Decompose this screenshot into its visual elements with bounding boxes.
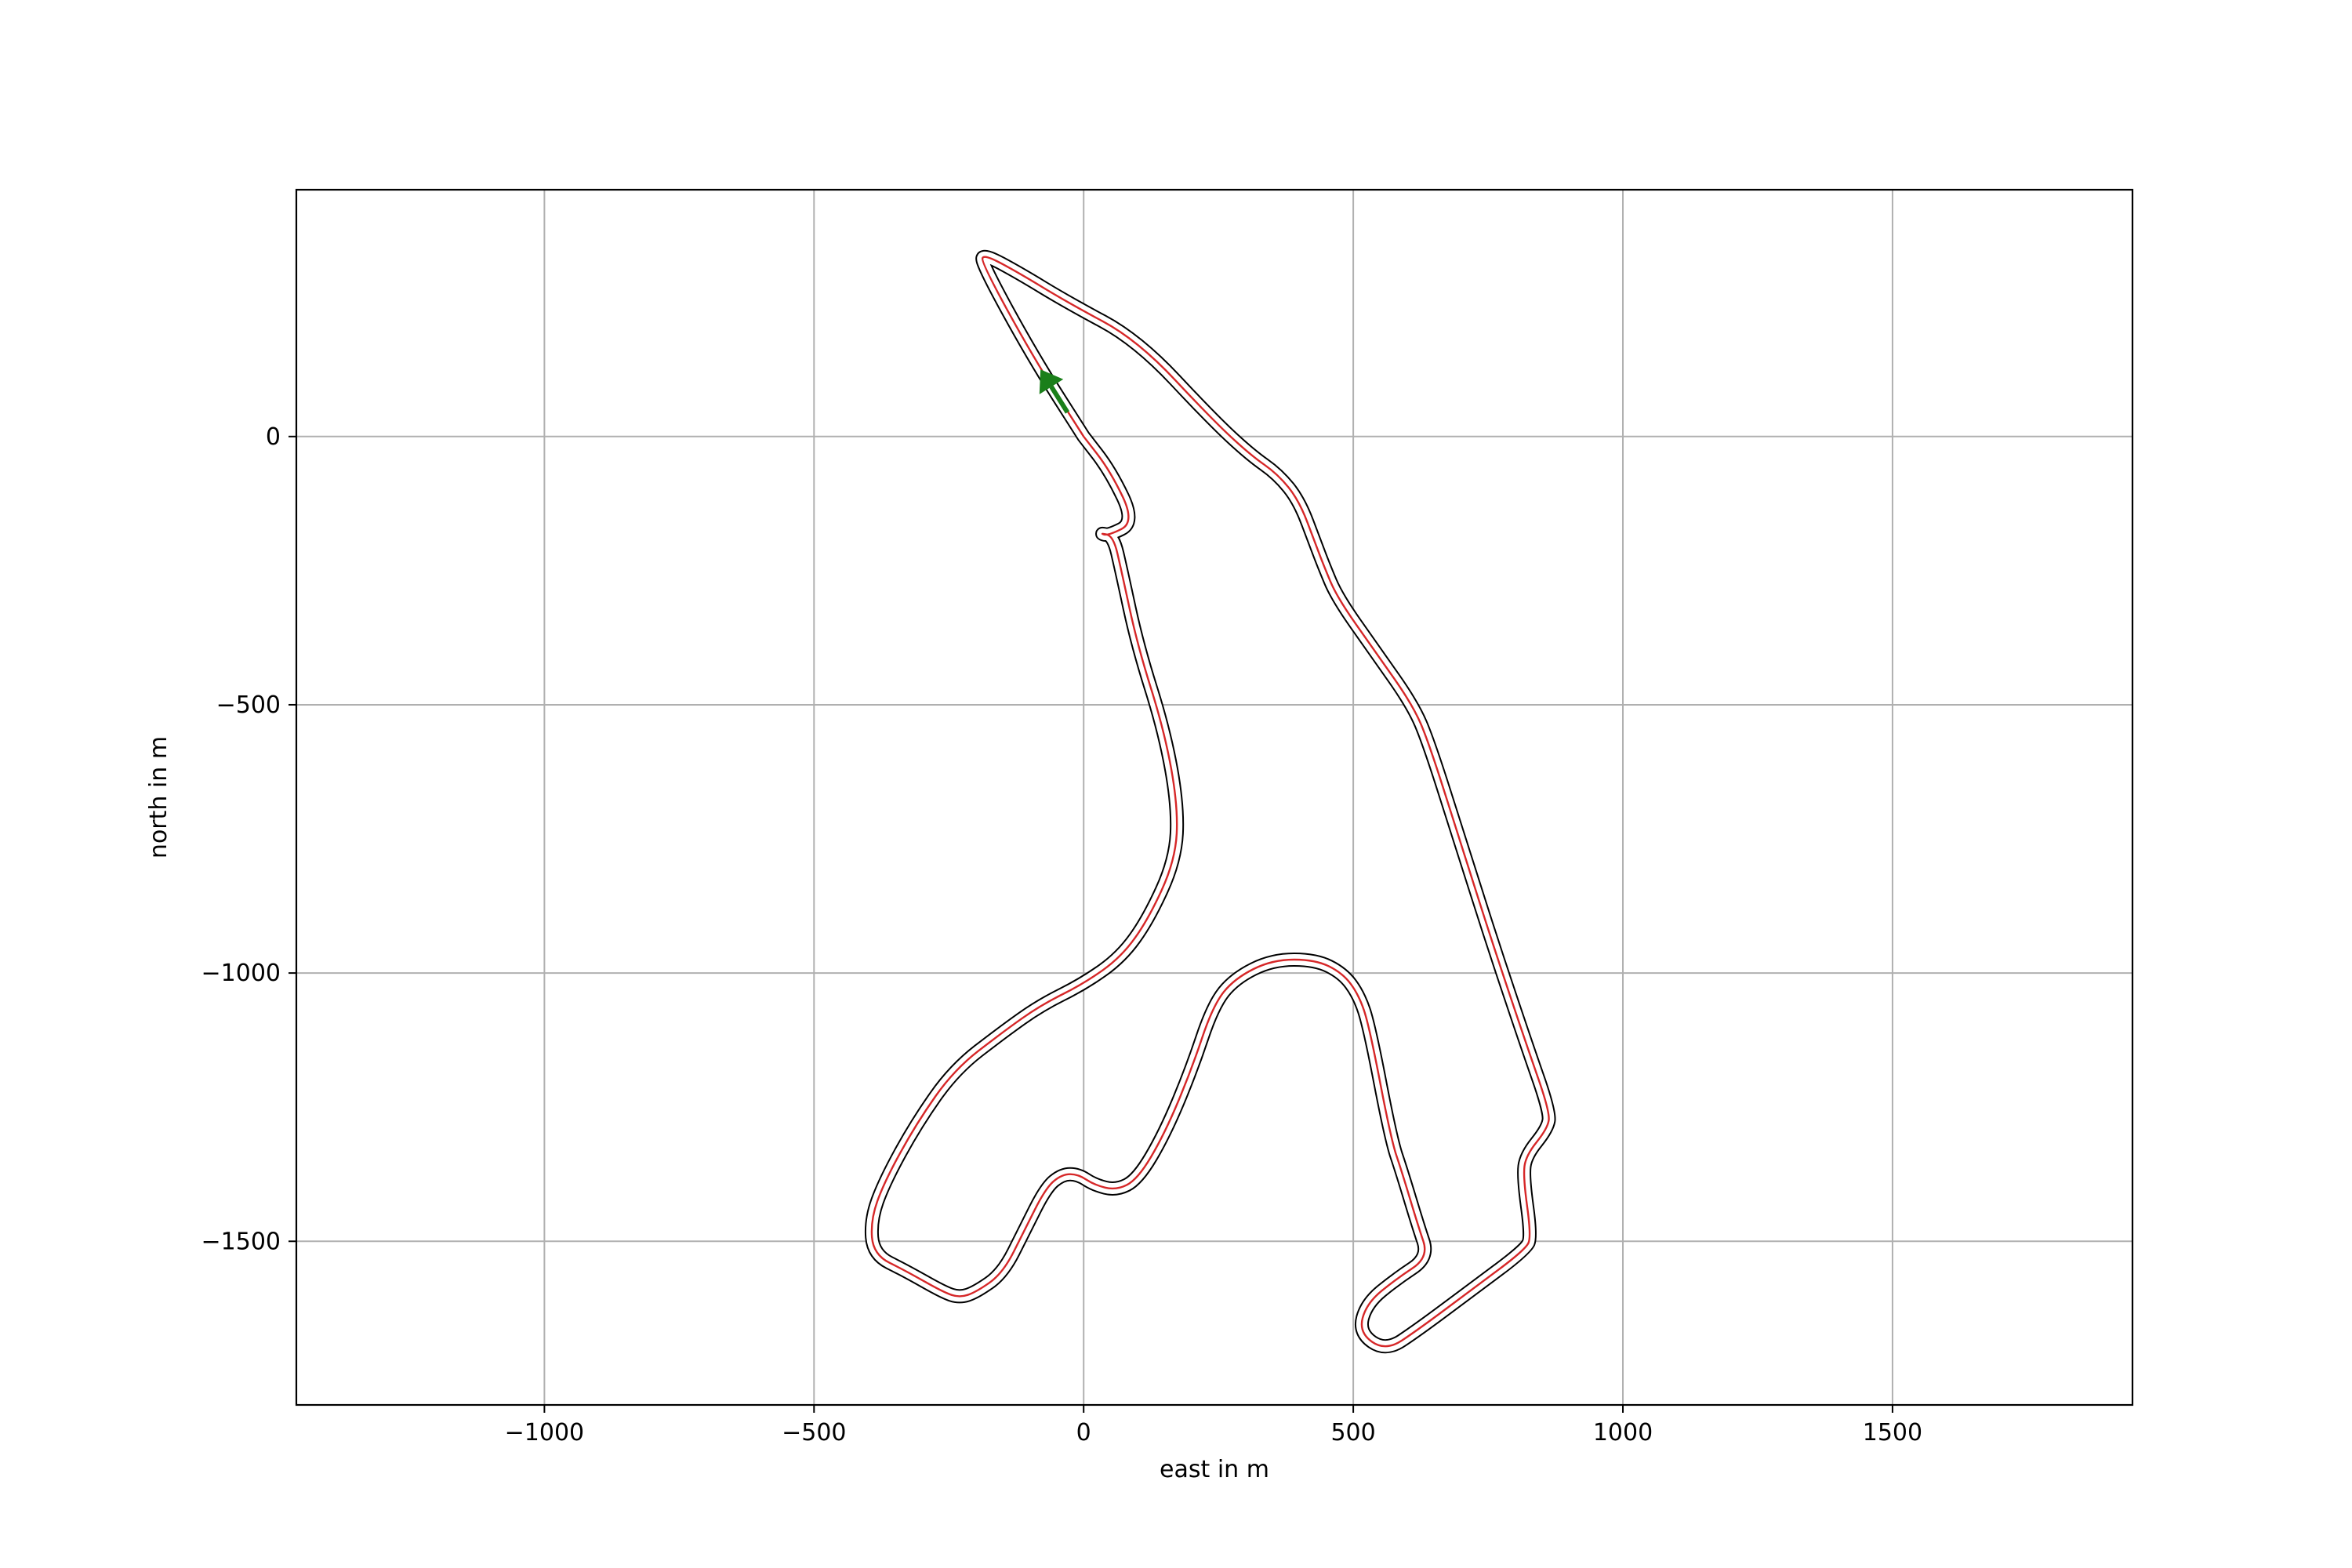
x-tick-label: −1000 — [505, 1419, 584, 1446]
y-tick-label: −500 — [216, 691, 281, 719]
grid — [296, 190, 2132, 1405]
heading-arrow-shaft — [1049, 385, 1070, 414]
y-tick-label: −1500 — [201, 1228, 281, 1255]
plot-area-frame — [295, 188, 2134, 1406]
x-tick-label: −500 — [782, 1419, 846, 1446]
x-axis-label: east in m — [1160, 1456, 1269, 1483]
x-tick-label: 1000 — [1593, 1419, 1653, 1446]
x-tick-label: 500 — [1330, 1419, 1375, 1446]
heading-arrow-head — [1039, 369, 1064, 394]
track — [864, 249, 1556, 1354]
y-tick-label: −1000 — [201, 960, 281, 987]
x-tick-label: 1500 — [1863, 1419, 1922, 1446]
x-tick-label: 0 — [1076, 1419, 1091, 1446]
x-axis-ticks: −1000 −500 0 500 1000 1500 — [505, 1405, 1922, 1446]
y-tick-label: 0 — [266, 423, 281, 451]
racing-line — [870, 256, 1550, 1348]
y-axis-ticks: 0 −500 −1000 −1500 — [201, 423, 296, 1255]
heading-arrow-layer — [1039, 369, 1070, 414]
y-axis-label: north in m — [145, 736, 172, 858]
